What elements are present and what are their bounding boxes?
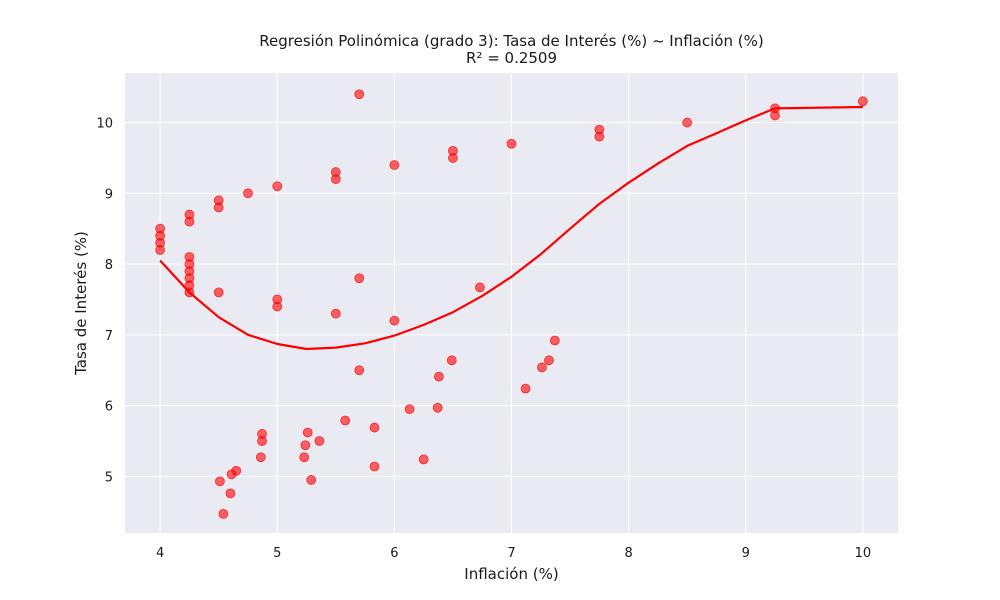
y-tick-label: 10	[96, 117, 113, 132]
data-point	[213, 202, 224, 213]
x-tick-label: 8	[624, 546, 632, 561]
data-point	[369, 461, 380, 472]
scatter-points	[155, 89, 868, 519]
y-tick-label: 5	[105, 470, 113, 485]
data-point	[474, 282, 485, 293]
y-tick-label: 8	[105, 258, 113, 273]
data-point	[272, 181, 283, 192]
y-tick-label: 7	[105, 329, 113, 344]
data-point	[300, 440, 311, 451]
data-point	[418, 454, 429, 465]
data-point	[272, 301, 283, 312]
data-point	[314, 436, 325, 446]
data-point	[446, 355, 457, 366]
data-point	[231, 465, 242, 476]
data-point	[225, 488, 236, 499]
data-point	[549, 335, 560, 346]
y-tick-label: 9	[105, 187, 113, 202]
data-point	[770, 110, 780, 121]
x-tick-label: 4	[156, 546, 164, 561]
regression-curve	[159, 105, 863, 351]
data-point	[857, 96, 868, 107]
chart-title: Regresión Polinómica (grado 3): Tasa de …	[259, 32, 763, 50]
data-point	[506, 138, 517, 149]
data-point	[389, 160, 400, 170]
x-tick-label: 9	[742, 546, 750, 561]
data-point	[520, 383, 531, 394]
data-point	[404, 404, 415, 415]
data-point	[243, 188, 253, 199]
x-axis-label: Inflación (%)	[464, 565, 558, 583]
data-point	[369, 422, 380, 433]
data-point	[330, 308, 341, 319]
x-tick-label: 7	[507, 546, 515, 561]
data-point	[354, 89, 365, 100]
data-point	[389, 315, 400, 326]
data-point	[594, 131, 605, 142]
data-point	[299, 452, 310, 463]
data-point	[682, 117, 693, 128]
x-tick-label: 5	[273, 546, 281, 561]
y-axis-label: Tasa de Interés (%)	[72, 231, 90, 376]
data-point	[257, 429, 267, 439]
data-point	[218, 508, 229, 519]
y-tick-label: 6	[105, 400, 113, 415]
fit-line-layer	[159, 105, 863, 351]
data-point	[302, 427, 313, 438]
tick-labels: 4 5 6 7 8 9 10 5 6 7 8 9 10	[96, 117, 871, 561]
data-point	[433, 371, 444, 382]
data-point	[354, 365, 365, 376]
data-point	[214, 476, 225, 487]
data-point	[340, 415, 351, 426]
data-point	[306, 475, 317, 485]
data-point	[184, 216, 195, 227]
data-point	[544, 355, 554, 366]
x-tick-label: 10	[855, 546, 872, 561]
data-point	[432, 402, 443, 413]
data-point	[255, 452, 266, 463]
data-point	[537, 362, 547, 373]
x-tick-label: 6	[390, 546, 398, 561]
data-point	[354, 273, 365, 284]
data-point	[330, 174, 341, 185]
data-point	[213, 287, 224, 298]
data-point	[155, 245, 166, 255]
data-point	[448, 153, 458, 163]
chart-subtitle: R² = 0.2509	[466, 49, 557, 67]
